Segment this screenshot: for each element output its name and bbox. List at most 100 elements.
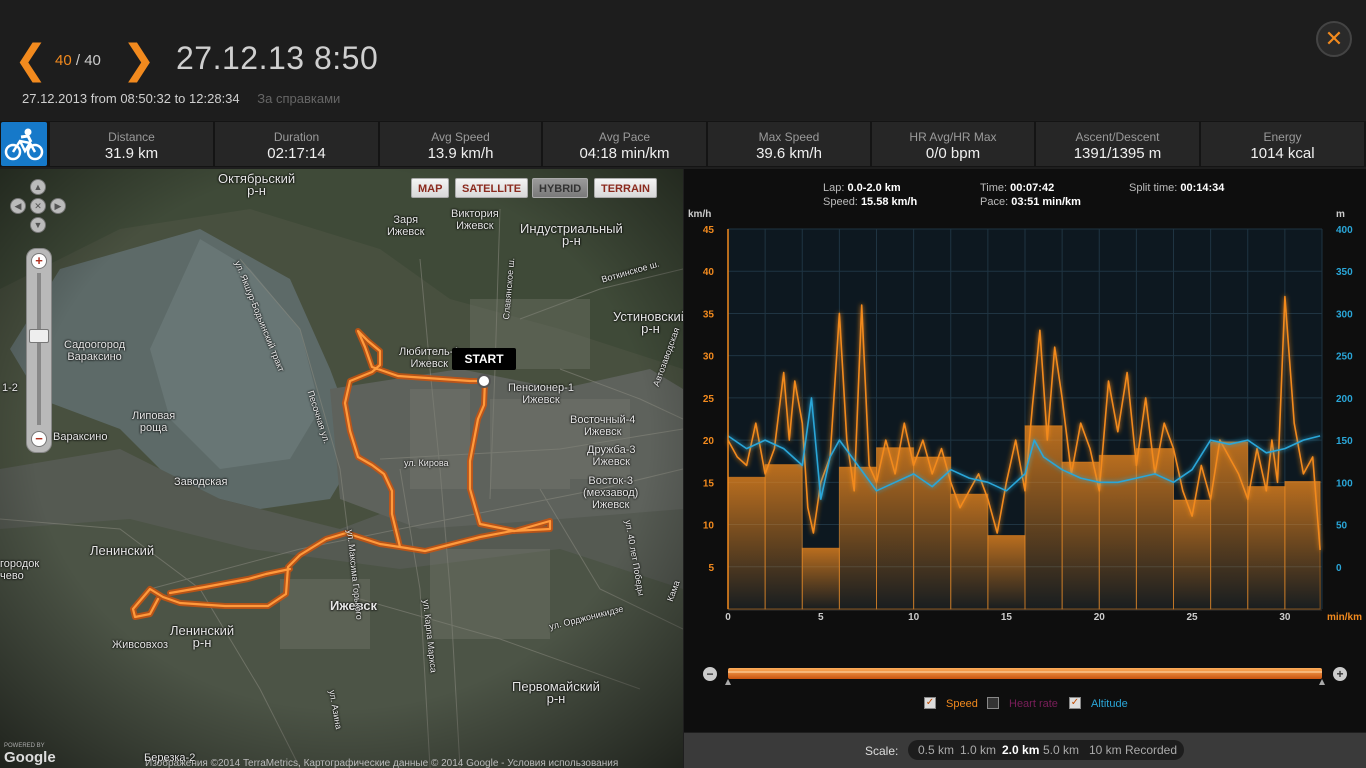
map-label: Первомайский р-н <box>512 679 600 706</box>
chart-panel: Lap: 0.0-2.0 km Speed: 15.58 km/h Time: … <box>684 169 1366 732</box>
pan-center-icon[interactable]: ✕ <box>30 198 46 214</box>
start-marker-label[interactable]: START <box>452 348 516 370</box>
zoom-slider-track[interactable] <box>37 273 41 425</box>
altitude-line <box>727 397 1321 500</box>
lap-bar <box>1061 461 1100 610</box>
next-workout-button[interactable]: ❯ <box>122 37 156 83</box>
map-label-text: Ижевск <box>330 598 378 613</box>
lap-info-left: Lap: 0.0-2.0 km Speed: 15.58 km/h <box>823 181 917 209</box>
cycling-icon <box>1 122 47 166</box>
x-tick-label: 10 <box>908 612 920 623</box>
close-button[interactable]: ✕ <box>1316 21 1352 57</box>
map-label: Вараксино <box>53 431 107 443</box>
range-slider[interactable] <box>728 668 1322 679</box>
stat-label: Duration <box>273 130 320 144</box>
zoom-out-button[interactable]: − <box>31 431 47 447</box>
right-tick-label: 200 <box>1336 394 1353 405</box>
pan-left-icon[interactable]: ◀ <box>10 198 26 214</box>
header: ❮ 40 / 40 ❯ 27.12.13 8:50 27.12.2013 fro… <box>0 0 1366 120</box>
map-label-text: Садоогород Вараксино <box>64 339 126 363</box>
scale-option-recorded[interactable]: Recorded <box>1125 743 1178 757</box>
map-type-satellite-button[interactable]: SATELLITE <box>455 178 529 198</box>
altitude-checkbox[interactable]: ✓ <box>1069 697 1081 709</box>
scale-option-2km[interactable]: 2.0 km <box>1002 743 1040 757</box>
google-logo[interactable]: POWERED BY Google <box>4 743 56 766</box>
right-tick-label: 50 <box>1336 521 1348 532</box>
lap-bar <box>1284 480 1321 610</box>
zoom-in-button[interactable]: + <box>31 253 47 269</box>
stat-value: 1014 kcal <box>1250 145 1315 162</box>
scale-option-5km[interactable]: 5.0 km <box>1043 743 1080 757</box>
map-label-text: Ленинский р-н <box>170 623 235 650</box>
speed-checkbox[interactable]: ✓ <box>924 697 936 709</box>
left-tick-label: 15 <box>703 478 715 489</box>
scale-option-0.5km[interactable]: 0.5 km <box>918 743 955 757</box>
map-label-text: Первомайский р-н <box>512 679 600 706</box>
lap-bar <box>1098 454 1137 610</box>
map-type-terrain-button[interactable]: TERRAIN <box>594 178 657 198</box>
map-copyright[interactable]: Изображения ©2014 TerraMetrics, Картогра… <box>145 758 619 768</box>
from-time: 08:50:32 <box>120 91 171 106</box>
map-label: Октябрьский р-н <box>218 172 295 197</box>
zoom-slider-thumb[interactable] <box>29 329 49 343</box>
map-label-text: Заря Ижевск <box>387 214 425 238</box>
map-label: Березка-2 <box>144 752 195 764</box>
lap-bar <box>876 447 915 610</box>
map-label: Живсовхоз <box>112 639 168 651</box>
stat-label: Max Speed <box>758 130 820 144</box>
stat-value: 02:17:14 <box>267 145 326 162</box>
range-end-handle[interactable] <box>1319 679 1325 685</box>
lap-bar <box>801 547 840 610</box>
stat-distance: Distance 31.9 km <box>50 122 213 166</box>
map-label-text: Пенсионер-1 Ижевск <box>508 382 574 406</box>
stat-label: Ascent/Descent <box>1075 130 1160 144</box>
left-tick-label: 5 <box>708 563 714 574</box>
workout-note[interactable]: За справками <box>257 91 341 106</box>
map-label-text: Ленинский <box>90 543 155 558</box>
stat-ascent-descent: Ascent/Descent 1391/1395 m <box>1036 122 1199 166</box>
lap-bar <box>1247 486 1286 610</box>
map-label: Пенсионер-1 Ижевск <box>508 382 574 406</box>
stat-heart-rate: HR Avg/HR Max 0/0 bpm <box>872 122 1034 166</box>
left-tick-label: 40 <box>703 267 715 278</box>
map-label: Виктория Ижевск <box>451 208 499 232</box>
route-map[interactable]: MAP SATELLITE HYBRID TERRAIN ▲ ◀ ✕ ▶ ▼ +… <box>0 169 683 768</box>
x-tick-label: 5 <box>818 612 824 623</box>
range-start-handle[interactable] <box>725 679 731 685</box>
right-tick-label: 150 <box>1336 436 1353 447</box>
map-label: Устиновский р-н <box>613 310 683 335</box>
map-label: Индустриальный р-н <box>520 221 623 248</box>
pan-down-icon[interactable]: ▼ <box>30 217 46 233</box>
range-zoom-in-button[interactable] <box>1333 667 1347 681</box>
scale-option-10km[interactable]: 10 km <box>1089 743 1122 757</box>
lap-bar <box>727 476 766 610</box>
powered-by-text: POWERED BY <box>4 743 45 749</box>
right-tick-label: 100 <box>1336 478 1353 489</box>
map-type-hybrid-button[interactable]: HYBRID <box>532 178 589 198</box>
left-tick-label: 25 <box>703 394 715 405</box>
stat-duration: Duration 02:17:14 <box>215 122 378 166</box>
map-label-text: Индустриальный р-н <box>520 221 623 248</box>
from-label: from <box>90 91 117 106</box>
map-label: Восточный-4 Ижевск <box>570 414 635 438</box>
pan-right-icon[interactable]: ▶ <box>50 198 66 214</box>
right-tick-label: 300 <box>1336 309 1353 320</box>
scale-option-1km[interactable]: 1.0 km <box>960 743 997 757</box>
stat-label: Avg Speed <box>431 130 490 144</box>
left-tick-label: 35 <box>703 309 715 320</box>
google-text: Google <box>4 749 56 766</box>
left-axis-unit: km/h <box>688 209 711 220</box>
map-type-map-button[interactable]: MAP <box>411 178 450 198</box>
speed-altitude-chart[interactable]: 5101520253035404505010015020025030035040… <box>684 169 1366 732</box>
pan-up-icon[interactable]: ▲ <box>30 179 46 195</box>
map-label-text: Восточный-4 Ижевск <box>570 414 636 438</box>
heart-rate-checkbox[interactable] <box>987 697 999 709</box>
pan-control[interactable]: ▲ ◀ ✕ ▶ ▼ <box>8 177 70 237</box>
map-label-text: Виктория Ижевск <box>451 208 499 232</box>
previous-workout-button[interactable]: ❮ <box>14 37 48 83</box>
range-zoom-out-button[interactable] <box>703 667 717 681</box>
lap-bar <box>913 456 952 610</box>
zoom-control[interactable]: + − <box>26 248 52 453</box>
right-tick-label: 0 <box>1336 563 1342 574</box>
